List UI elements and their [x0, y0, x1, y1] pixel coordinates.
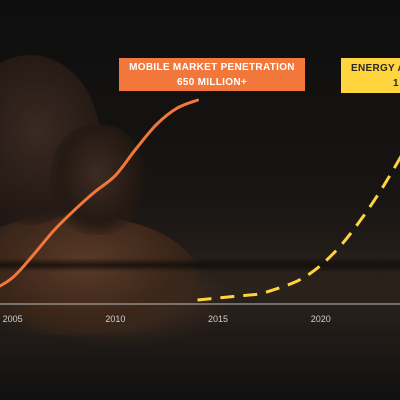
mobile-series-line	[0, 98, 199, 288]
x-axis-ticks: 2005 2010 2015 2020	[3, 314, 331, 324]
x-tick-label-2015: 2015	[208, 314, 228, 324]
mobile-market-penetration-callout: MOBILE MARKET PENETRATION 650 MILLION+	[119, 58, 305, 91]
energy-callout-line2: 1	[393, 78, 399, 89]
mobile-callout-line1: MOBILE MARKET PENETRATION	[129, 62, 295, 73]
series-layer	[0, 98, 400, 302]
mobile-callout-line2: 650 MILLION+	[176, 77, 247, 88]
x-tick-label-2020: 2020	[311, 314, 331, 324]
energy-series-line	[197, 155, 400, 302]
energy-callout-line1: ENERGY A	[351, 63, 400, 74]
energy-access-callout: ENERGY A 1	[341, 58, 400, 93]
x-tick-label-2010: 2010	[105, 314, 125, 324]
background-photo-horizon	[0, 258, 400, 272]
x-tick-label-2005: 2005	[3, 314, 23, 324]
